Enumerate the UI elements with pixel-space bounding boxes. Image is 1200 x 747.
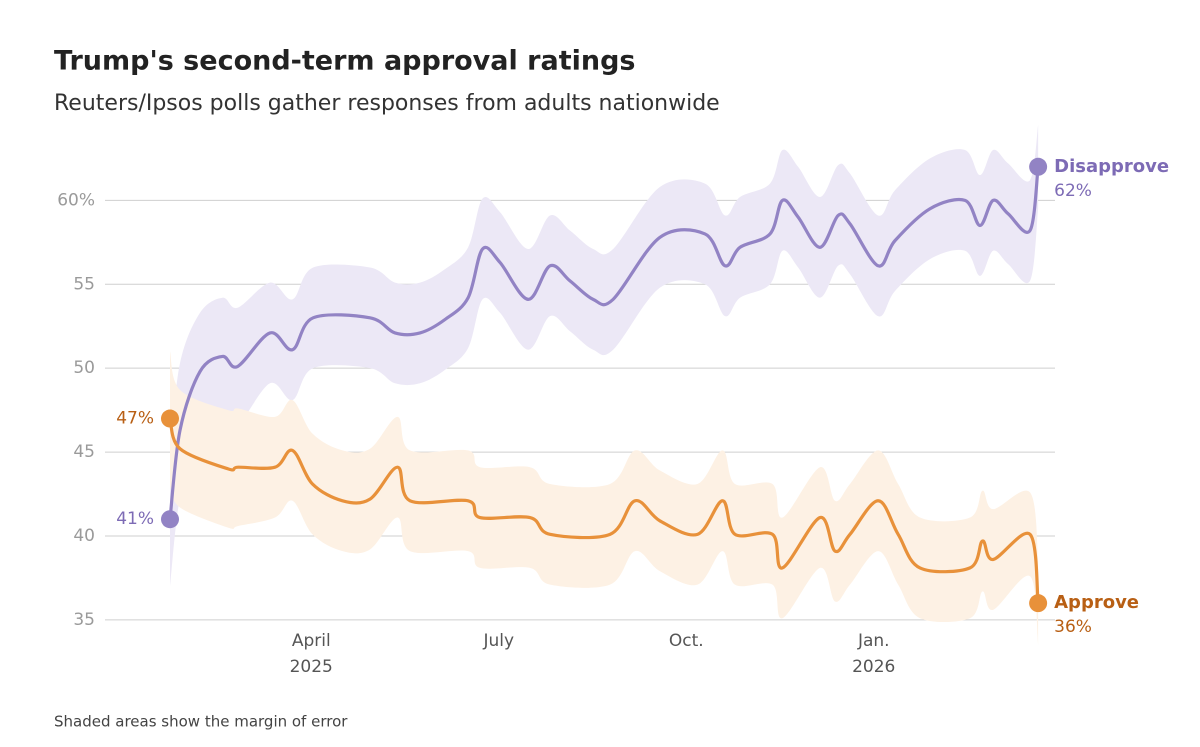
y-tick-label: 50 — [73, 358, 95, 378]
chart-title: Trump's second-term approval ratings — [54, 46, 635, 77]
x-tick-label: July — [482, 631, 514, 651]
y-tick-label: 40 — [73, 526, 95, 546]
x-tick-year: 2026 — [852, 657, 895, 677]
end-dot — [1029, 157, 1048, 176]
y-tick-label: 45 — [73, 442, 95, 462]
y-tick-label: 60% — [57, 190, 95, 210]
start-label: 47% — [116, 409, 154, 429]
y-tick-label: 55 — [73, 274, 95, 294]
x-tick-label: Oct. — [669, 631, 704, 651]
x-tick-year: 2025 — [290, 657, 333, 677]
line — [168, 418, 1040, 604]
series-name: Disapprove — [1054, 156, 1169, 177]
end-label: 62% — [1054, 181, 1092, 201]
end-dot — [1029, 594, 1048, 613]
y-tick-label: 35 — [73, 610, 95, 630]
series-name: Approve — [1054, 592, 1139, 613]
chart-subtitle: Reuters/Ipsos polls gather responses fro… — [54, 91, 720, 116]
start-label: 41% — [116, 509, 154, 529]
note: Shaded areas show the margin of error — [54, 713, 348, 731]
x-tick-label: Jan. — [857, 631, 890, 651]
end-dot — [161, 510, 179, 529]
line — [168, 166, 1040, 520]
end-label: 36% — [1054, 617, 1092, 637]
x-tick-label: April — [292, 631, 331, 651]
error-band — [170, 124, 1039, 587]
error-band — [170, 351, 1039, 646]
end-dot — [161, 409, 179, 428]
